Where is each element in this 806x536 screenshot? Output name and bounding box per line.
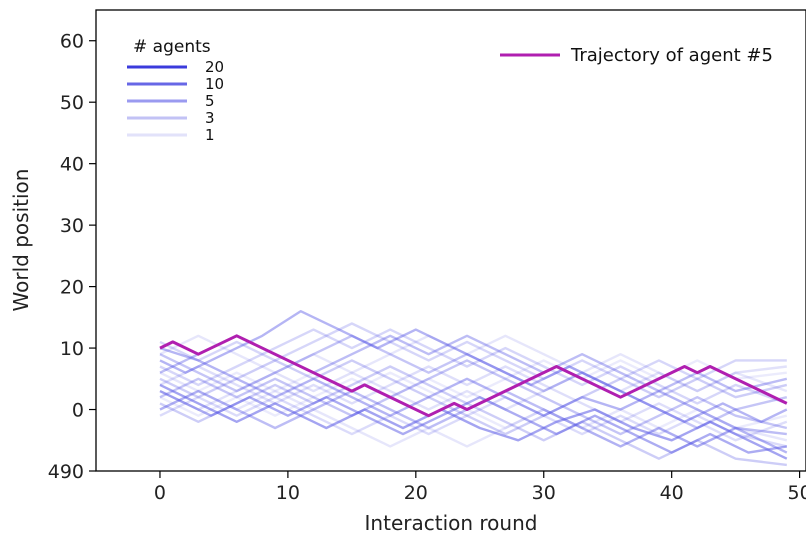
background-trajectory-1 bbox=[159, 390, 787, 454]
background-trajectory-2 bbox=[159, 346, 788, 454]
background-trajectory-3 bbox=[159, 310, 788, 423]
x-axis-ticks: 0 10 20 30 40 50 bbox=[154, 471, 806, 504]
background-trajectory-9 bbox=[159, 365, 787, 467]
highlight-trajectory-group bbox=[159, 334, 788, 418]
legend-label-10: 10 bbox=[205, 75, 224, 93]
x-tick-label: 30 bbox=[532, 482, 556, 504]
background-trajectory-10 bbox=[159, 328, 788, 405]
legend-label-1: 1 bbox=[205, 126, 215, 144]
y-tick-label: 20 bbox=[60, 277, 84, 299]
y-tick-label: 40 bbox=[60, 154, 84, 176]
background-trajectory-12 bbox=[159, 396, 788, 448]
highlight-trajectory bbox=[159, 334, 788, 418]
legend-label-20: 20 bbox=[205, 58, 224, 76]
x-tick-label: 10 bbox=[276, 482, 300, 504]
background-trajectory-7 bbox=[159, 334, 788, 430]
y-tick-label: 60 bbox=[60, 31, 84, 53]
x-tick-label: 20 bbox=[404, 482, 428, 504]
legend-label-3: 3 bbox=[205, 109, 215, 127]
background-trajectory-8 bbox=[159, 359, 788, 436]
y-tick-label: 30 bbox=[60, 215, 84, 237]
x-axis-label: Interaction round bbox=[365, 511, 538, 535]
background-trajectory-6 bbox=[159, 359, 788, 436]
y-tick-label: 490 bbox=[48, 461, 84, 483]
background-trajectory-14 bbox=[159, 365, 787, 411]
y-tick-label: 0 bbox=[72, 400, 84, 422]
background-trajectory-16 bbox=[159, 371, 788, 448]
x-tick-label: 40 bbox=[660, 482, 684, 504]
x-tick-label: 0 bbox=[154, 482, 166, 504]
background-trajectory-15 bbox=[159, 334, 788, 393]
background-trajectory-11 bbox=[159, 322, 787, 380]
legend-highlight-label: Trajectory of agent #5 bbox=[570, 45, 773, 66]
y-tick-label: 50 bbox=[60, 92, 84, 114]
plot-area bbox=[95, 9, 806, 472]
y-tick-label: 10 bbox=[60, 338, 84, 360]
y-axis-label: World position bbox=[9, 169, 33, 312]
legend-highlight: Trajectory of agent #5 bbox=[500, 45, 773, 66]
legend-label-5: 5 bbox=[205, 92, 215, 110]
x-tick-label: 50 bbox=[788, 482, 806, 504]
background-trajectory-13 bbox=[159, 365, 788, 442]
y-axis-ticks: 60 50 40 30 20 10 0 490 bbox=[48, 31, 96, 483]
legend-title: # agents bbox=[133, 37, 211, 57]
